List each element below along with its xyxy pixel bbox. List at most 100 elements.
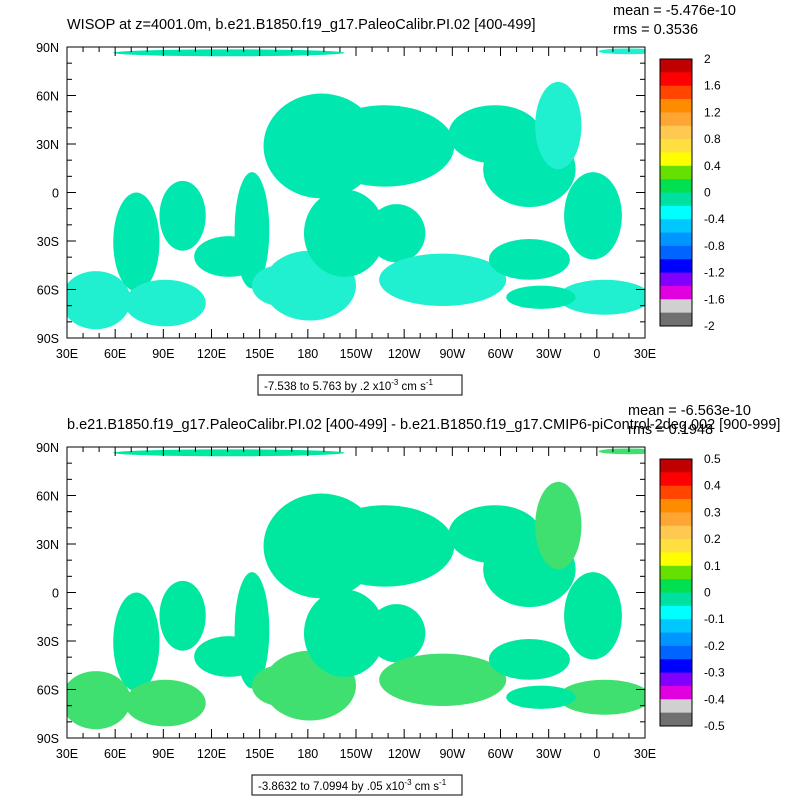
top-range-box: -7.538 to 5.763 by .2 x10-3 cm s-1 (257, 374, 463, 396)
lat-tick-label: 30N (36, 538, 59, 552)
ocean-field-patch (124, 679, 206, 727)
lon-tick-label: 30E (56, 347, 78, 361)
colorbar-swatch (660, 659, 692, 673)
lon-tick-label: 60W (488, 347, 514, 361)
colorbar-swatch (660, 112, 692, 127)
lon-tick-label: 30W (536, 347, 562, 361)
colorbar-swatch (660, 525, 692, 540)
ocean-field-patch (234, 572, 270, 689)
colorbar-swatch (660, 272, 692, 287)
bottom-mean-stat: mean = -6.563e-10 (628, 403, 751, 419)
colorbar-swatch (660, 232, 692, 247)
ocean-field-patch (67, 271, 131, 330)
ocean-field-patch (506, 285, 576, 309)
lat-tick-label: 30N (36, 138, 59, 152)
top-mean-stat: mean = -5.476e-10 (613, 3, 736, 19)
ocean-field-patch (488, 639, 570, 680)
ocean-field-patch (124, 279, 206, 327)
lon-tick-label: 150E (245, 347, 274, 361)
ocean-field-patch (379, 253, 507, 306)
lon-tick-label: 90W (439, 347, 465, 361)
colorbar-label: 0.3 (704, 505, 721, 519)
bottom-range-text: -3.8632 to 7.0994 by .05 x10 (258, 781, 404, 793)
ocean-field-patch (535, 81, 582, 170)
colorbar-swatch (660, 645, 692, 660)
lon-tick-label: 150W (340, 347, 373, 361)
colorbar-label: 0 (704, 586, 711, 600)
bottom-range-box: -3.8632 to 7.0994 by .05 x10-3 cm s-1 (251, 774, 463, 796)
ocean-field-patch (113, 449, 345, 457)
lon-tick-label: 30E (634, 747, 656, 761)
lat-tick-label: 60N (36, 490, 59, 504)
bottom-range-exp: -3 (404, 778, 412, 787)
colorbar-label: -0.3 (704, 666, 725, 680)
colorbar-label: 0.8 (704, 132, 721, 146)
top-colorbar: 2 1.6 1.2 0.8 0.4 0 -0.4 -0.8 -1.2 -1.6 -2 (659, 52, 725, 333)
colorbar-swatch (660, 632, 692, 647)
lon-tick-label: 120E (197, 347, 226, 361)
lat-tick-label: 90S (37, 332, 59, 346)
ocean-field-patch (113, 592, 160, 692)
colorbar-swatch (660, 59, 692, 73)
lat-tick-label: 30S (37, 235, 59, 249)
colorbar-swatch (660, 539, 692, 553)
bottom-ocean-field (67, 448, 645, 730)
colorbar-swatch (660, 485, 692, 500)
lon-tick-label: 150E (245, 747, 274, 761)
colorbar-swatch (660, 565, 692, 580)
lat-tick-label: 90N (36, 41, 59, 55)
lon-tick-label: 60E (104, 747, 126, 761)
colorbar-swatch (660, 152, 692, 167)
colorbar-label: -2 (704, 319, 715, 333)
colorbar-swatch (660, 165, 692, 180)
svg-text:-7.538 to 5.763 by .2 x10-3 cm: -7.538 to 5.763 by .2 x10-3 cm s-1 (264, 378, 434, 393)
ocean-field-patch (558, 679, 645, 715)
lat-tick-label: 60S (37, 684, 59, 698)
colorbar-label: -0.5 (704, 719, 725, 733)
colorbar-swatch (660, 205, 692, 220)
ocean-field-patch (598, 48, 645, 55)
lon-tick-label: 30W (536, 747, 562, 761)
colorbar-label: 0 (704, 186, 711, 200)
lon-tick-label: 120W (388, 347, 421, 361)
bottom-map-title: b.e21.B1850.f19_g17.PaleoCalibr.PI.02 [4… (67, 417, 780, 433)
lon-tick-label: 0 (593, 747, 600, 761)
colorbar-swatch (660, 699, 692, 714)
bottom-range-unit: cm s (412, 781, 440, 793)
colorbar-label: -0.1 (704, 612, 725, 626)
lat-tick-label: 90N (36, 441, 59, 455)
lat-tick-label: 0 (52, 187, 59, 201)
lon-tick-label: 180 (297, 747, 318, 761)
ocean-field-patch (564, 172, 622, 260)
top-range-unit: cm s (398, 381, 426, 393)
ocean-field-patch (558, 279, 645, 315)
colorbar-swatch (660, 512, 692, 527)
colorbar-label: -1.6 (704, 292, 725, 306)
colorbar-swatch (660, 85, 692, 100)
ocean-field-patch (367, 204, 426, 263)
top-range-unit-exp: -1 (426, 378, 434, 387)
colorbar-label: 0.1 (704, 559, 721, 573)
colorbar-label: -1.2 (704, 266, 725, 280)
lat-tick-label: 30S (37, 635, 59, 649)
colorbar-swatch (660, 672, 692, 687)
ocean-field-patch (598, 448, 645, 455)
ocean-field-patch (303, 589, 385, 677)
lon-tick-label: 120W (388, 747, 421, 761)
colorbar-label: 2 (704, 52, 711, 66)
top-range-exp: -3 (391, 378, 399, 387)
colorbar-swatch (660, 125, 692, 140)
colorbar-swatch (660, 312, 692, 327)
colorbar-swatch (660, 685, 692, 700)
lon-tick-label: 90E (152, 347, 174, 361)
colorbar-swatch (660, 72, 692, 87)
colorbar-swatch (660, 99, 692, 113)
ocean-field-patch (67, 671, 131, 730)
lon-tick-label: 150W (340, 747, 373, 761)
lon-tick-label: 90W (439, 747, 465, 761)
lon-tick-label: 30E (634, 347, 656, 361)
